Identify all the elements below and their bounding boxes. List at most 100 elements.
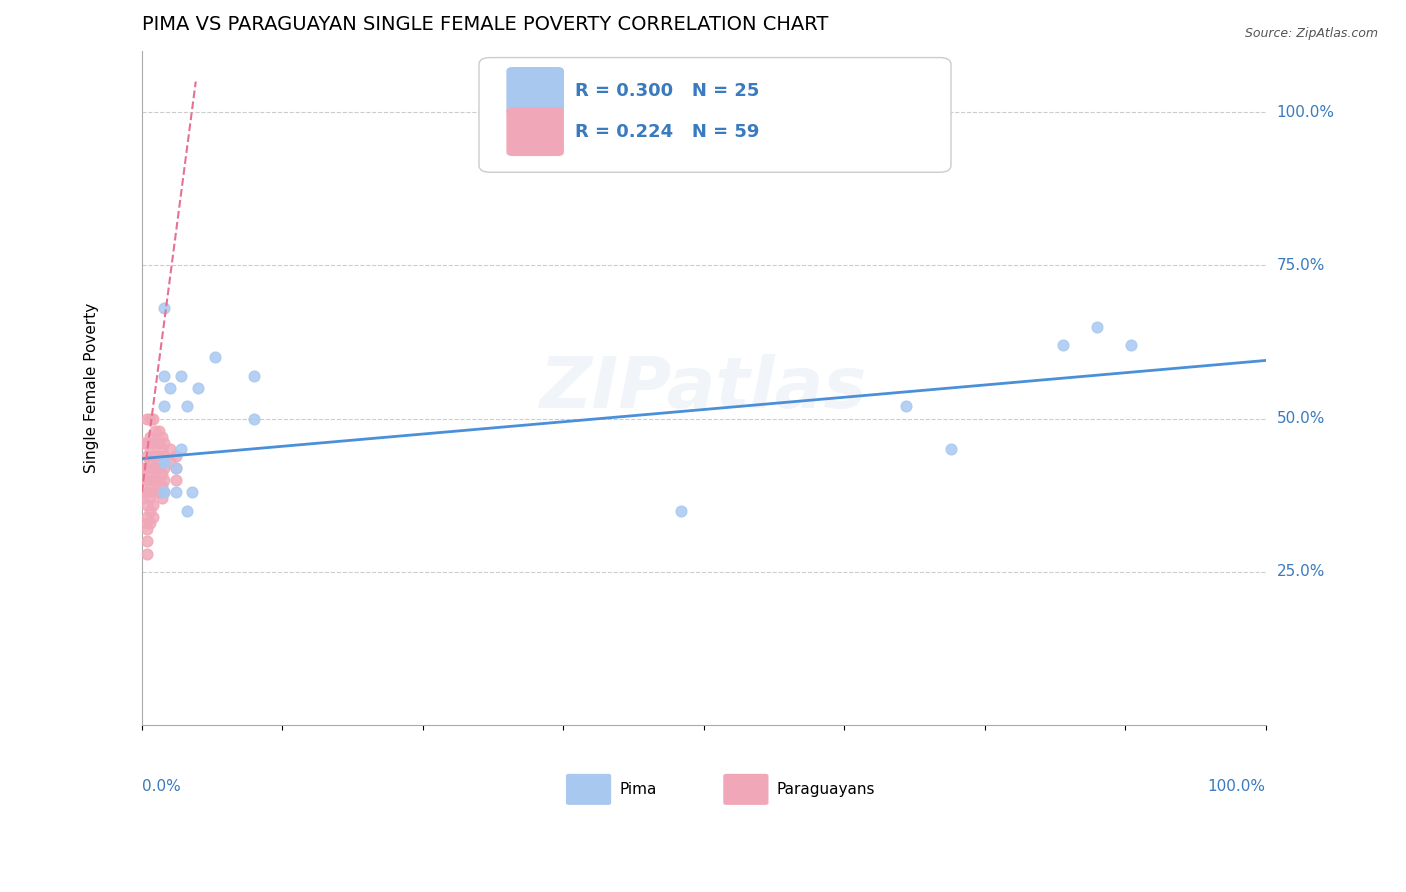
Point xyxy=(1052,338,1074,352)
Text: R = 0.224   N = 59: R = 0.224 N = 59 xyxy=(575,123,759,141)
Point xyxy=(136,516,159,530)
Point xyxy=(1119,338,1142,352)
Point xyxy=(150,455,173,469)
Point xyxy=(142,473,165,487)
Point xyxy=(142,460,165,475)
Point xyxy=(148,460,170,475)
Point xyxy=(187,381,209,395)
Point xyxy=(136,522,159,536)
Point xyxy=(165,460,187,475)
Point xyxy=(1085,319,1108,334)
Point xyxy=(165,460,187,475)
Point xyxy=(138,491,160,506)
Point xyxy=(165,449,187,463)
Point xyxy=(143,449,166,463)
Point xyxy=(142,449,165,463)
Point xyxy=(150,442,173,457)
Point xyxy=(243,411,266,425)
Point xyxy=(136,498,159,512)
Point xyxy=(138,467,160,481)
Point xyxy=(159,442,181,457)
Point xyxy=(243,368,266,383)
Point xyxy=(142,509,165,524)
Point xyxy=(153,455,176,469)
Point xyxy=(136,547,159,561)
Text: Single Female Poverty: Single Female Poverty xyxy=(84,303,98,473)
Point xyxy=(148,473,170,487)
Point xyxy=(143,473,166,487)
Point xyxy=(138,504,160,518)
Text: ZIPatlas: ZIPatlas xyxy=(540,353,868,423)
Point xyxy=(138,516,160,530)
Text: 25.0%: 25.0% xyxy=(1277,565,1324,580)
Point xyxy=(153,485,176,500)
FancyBboxPatch shape xyxy=(508,68,564,115)
Point xyxy=(153,460,176,475)
Point xyxy=(136,509,159,524)
Text: 100.0%: 100.0% xyxy=(1277,104,1334,120)
Text: 100.0%: 100.0% xyxy=(1208,780,1265,794)
Point xyxy=(138,411,160,425)
Point xyxy=(176,504,198,518)
FancyBboxPatch shape xyxy=(724,774,768,805)
Point xyxy=(204,351,226,365)
Point xyxy=(136,534,159,549)
Point xyxy=(176,400,198,414)
Point xyxy=(671,504,693,518)
Text: Paraguayans: Paraguayans xyxy=(776,782,876,797)
Point xyxy=(153,436,176,450)
Point xyxy=(165,473,187,487)
Point xyxy=(153,485,176,500)
Text: 75.0%: 75.0% xyxy=(1277,258,1324,273)
Point xyxy=(150,430,173,444)
Point xyxy=(150,467,173,481)
Point xyxy=(170,442,193,457)
Point xyxy=(142,411,165,425)
Point xyxy=(131,460,153,475)
Point xyxy=(143,460,166,475)
FancyBboxPatch shape xyxy=(508,108,564,155)
Text: Source: ZipAtlas.com: Source: ZipAtlas.com xyxy=(1244,27,1378,40)
Point xyxy=(153,368,176,383)
Point xyxy=(136,485,159,500)
Point xyxy=(181,485,204,500)
Point xyxy=(153,400,176,414)
Point xyxy=(150,479,173,493)
Text: R = 0.300   N = 25: R = 0.300 N = 25 xyxy=(575,82,759,100)
Point xyxy=(153,455,176,469)
Point xyxy=(159,455,181,469)
Point xyxy=(148,436,170,450)
Point xyxy=(148,449,170,463)
Point xyxy=(939,442,962,457)
Text: 50.0%: 50.0% xyxy=(1277,411,1324,426)
FancyBboxPatch shape xyxy=(567,774,610,805)
Point xyxy=(138,455,160,469)
Point xyxy=(170,368,193,383)
Point xyxy=(142,485,165,500)
Point xyxy=(138,442,160,457)
Point xyxy=(142,436,165,450)
Point xyxy=(136,411,159,425)
Text: PIMA VS PARAGUAYAN SINGLE FEMALE POVERTY CORRELATION CHART: PIMA VS PARAGUAYAN SINGLE FEMALE POVERTY… xyxy=(142,15,828,34)
Text: 0.0%: 0.0% xyxy=(142,780,180,794)
Point xyxy=(148,424,170,438)
Point xyxy=(131,485,153,500)
Text: Pima: Pima xyxy=(620,782,657,797)
Point xyxy=(143,424,166,438)
FancyBboxPatch shape xyxy=(479,58,950,172)
Point xyxy=(153,473,176,487)
Point xyxy=(138,479,160,493)
Point xyxy=(159,381,181,395)
Point xyxy=(153,301,176,316)
Point xyxy=(131,491,153,506)
Point xyxy=(150,491,173,506)
Point xyxy=(894,400,917,414)
Point xyxy=(138,430,160,444)
Point xyxy=(142,498,165,512)
Point xyxy=(136,436,159,450)
Point xyxy=(148,485,170,500)
Point xyxy=(136,460,159,475)
Point xyxy=(131,436,153,450)
Point xyxy=(153,449,176,463)
Point xyxy=(131,473,153,487)
